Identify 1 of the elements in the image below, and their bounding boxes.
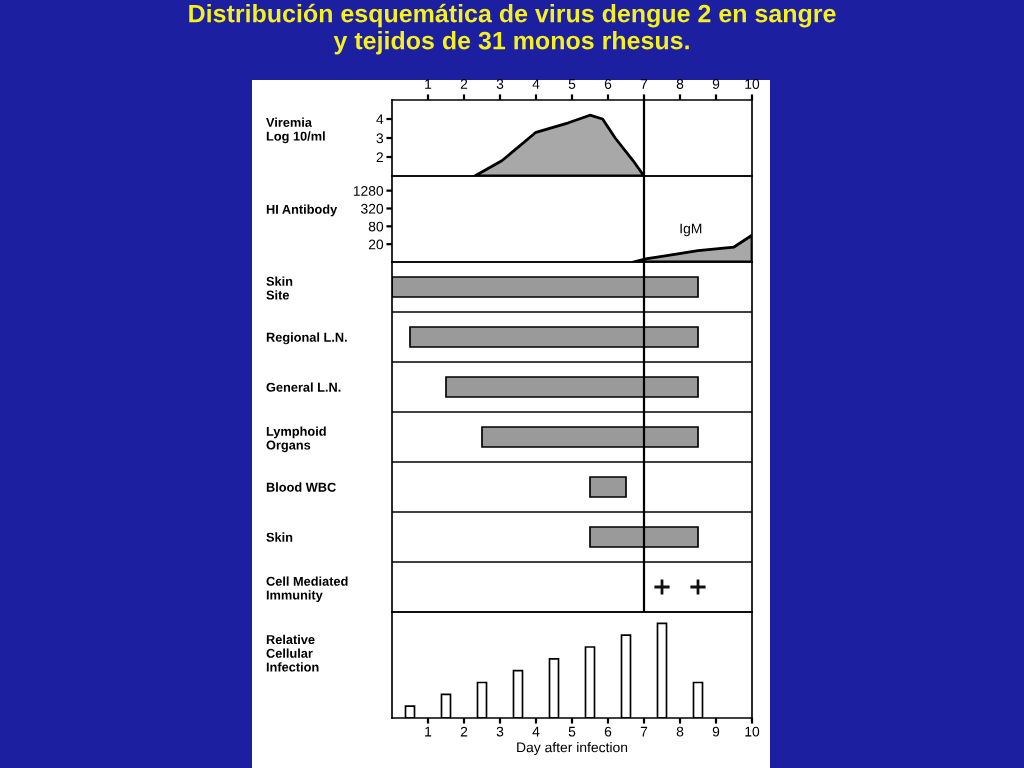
chart-title: Distribución esquemática de virus dengue 2 en sangre y tejidos de 31 monos rhesus. xyxy=(189,3,836,55)
